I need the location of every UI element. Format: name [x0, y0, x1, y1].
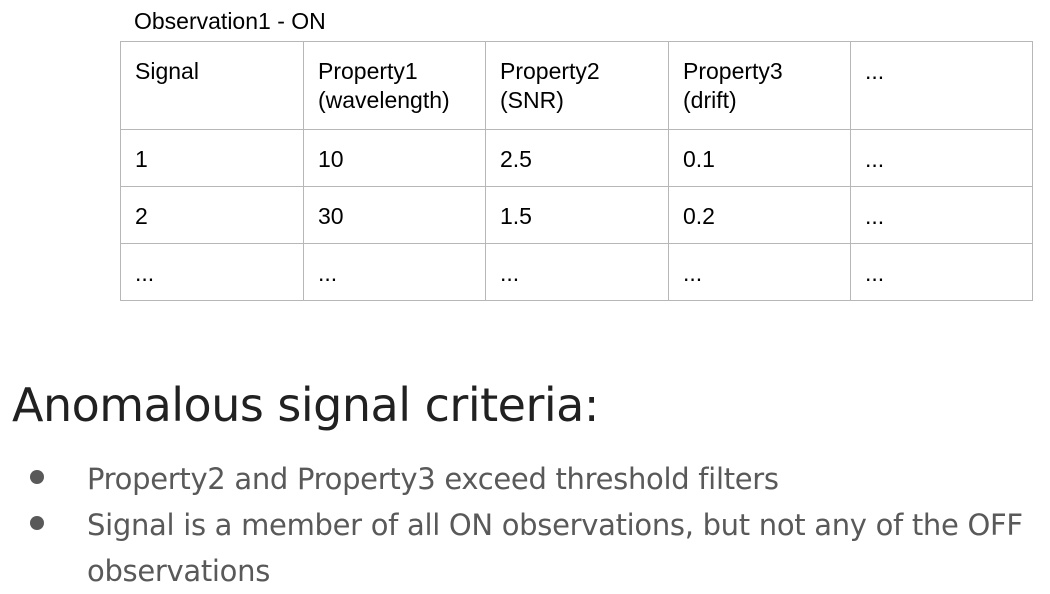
- bullet-icon: [30, 516, 44, 530]
- section-heading: Anomalous signal criteria:: [12, 378, 599, 432]
- table-cell: ...: [303, 243, 486, 301]
- table-cell: ...: [850, 243, 1033, 301]
- list-item-text: Property2 and Property3 exceed threshold…: [87, 462, 779, 496]
- table-cell: 0.1: [668, 129, 851, 187]
- table-cell: ...: [850, 129, 1033, 187]
- table-header-row: Signal Property1 (wavelength) Property2 …: [120, 41, 1033, 130]
- header-cell: Signal: [120, 41, 304, 130]
- table-row: ... ... ... ... ...: [120, 243, 1033, 301]
- table-cell: 0.2: [668, 186, 851, 244]
- table-cell: 1.5: [485, 186, 669, 244]
- table-cell: ...: [485, 243, 669, 301]
- header-cell: Property2 (SNR): [485, 41, 669, 130]
- list-item: Signal is a member of all ON observation…: [30, 502, 1045, 594]
- table-row: 1 10 2.5 0.1 ...: [120, 129, 1033, 187]
- list-item: Property2 and Property3 exceed threshold…: [30, 456, 1045, 502]
- table-row: 2 30 1.5 0.2 ...: [120, 186, 1033, 244]
- table-cell: 1: [120, 129, 304, 187]
- table-caption: Observation1 - ON: [134, 8, 326, 34]
- header-cell: Property3 (drift): [668, 41, 851, 130]
- observation-table: Signal Property1 (wavelength) Property2 …: [120, 41, 1033, 301]
- table-cell: ...: [120, 243, 304, 301]
- table-cell: 10: [303, 129, 486, 187]
- table-cell: 30: [303, 186, 486, 244]
- table-cell: 2: [120, 186, 304, 244]
- header-cell: ...: [850, 41, 1033, 130]
- header-cell: Property1 (wavelength): [303, 41, 486, 130]
- table-cell: ...: [668, 243, 851, 301]
- bullet-icon: [30, 470, 44, 484]
- table-cell: ...: [850, 186, 1033, 244]
- table-cell: 2.5: [485, 129, 669, 187]
- list-item-text: Signal is a member of all ON observation…: [87, 508, 1023, 588]
- criteria-list: Property2 and Property3 exceed threshold…: [30, 456, 1045, 594]
